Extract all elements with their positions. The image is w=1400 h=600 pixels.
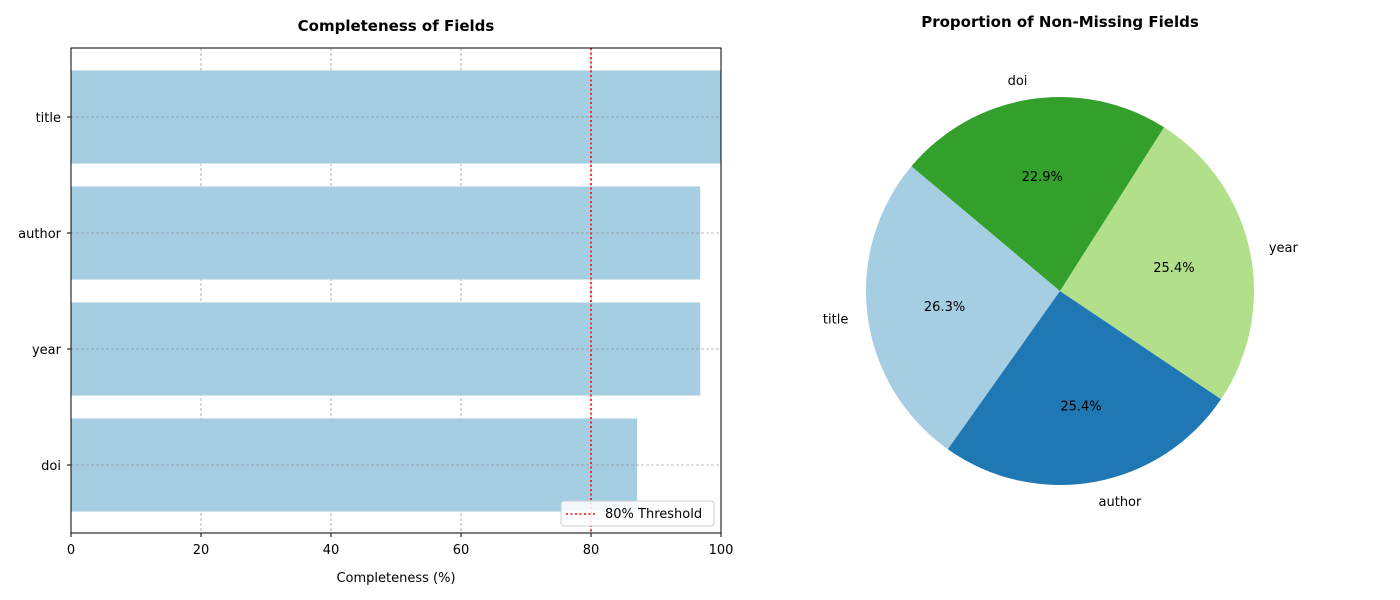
pie-slice-label: year — [1269, 241, 1299, 256]
bar — [71, 186, 701, 280]
bar-axes-frame — [70, 47, 722, 534]
pie-slice-percent: 22.9% — [1022, 170, 1063, 185]
bar-y-tick-label: author — [18, 227, 61, 242]
bar — [71, 302, 701, 396]
pie-labels: 26.3% title 25.4% author 25.4% year 22.9% doi — [823, 74, 1299, 510]
bar-category-gridlines — [71, 116, 721, 466]
pie-chart-title: Proportion of Non-Missing Fields — [921, 13, 1199, 31]
pie-slice-percent: 25.4% — [1153, 261, 1194, 276]
bar-x-axis-label: Completeness (%) — [336, 571, 455, 586]
pie-slice-label: doi — [1008, 74, 1028, 89]
bar-y-tick-label: doi — [41, 459, 61, 474]
pie-slices — [865, 97, 1255, 486]
bar-x-tick-label: 20 — [193, 543, 210, 558]
pie-slice-label: title — [823, 312, 848, 327]
pie-slice — [1060, 127, 1255, 400]
legend-box — [560, 500, 715, 527]
pie-slice — [865, 166, 1060, 450]
bar-x-tick-label: 60 — [453, 543, 470, 558]
bar-chart: Completeness of Fields title author year do… — [18, 17, 733, 586]
bar-x-tick-label: 100 — [709, 543, 734, 558]
bar-x-tick-label: 40 — [323, 543, 340, 558]
bar-x-tick-label: 80 — [583, 543, 600, 558]
pie-slice — [911, 97, 1165, 291]
bar-y-tick-label: year — [32, 343, 62, 358]
bar-y-tick-label: title — [36, 111, 61, 126]
bar-y-ticks: title author year doi — [18, 111, 71, 474]
bar-series — [71, 70, 721, 512]
legend: 80% Threshold — [560, 500, 715, 527]
pie-slice-label: author — [1099, 495, 1142, 510]
legend-threshold-label: 80% Threshold — [605, 507, 702, 522]
pie-slice-percent: 25.4% — [1060, 399, 1101, 414]
pie-chart: Proportion of Non-Missing Fields 26.3% ti… — [823, 13, 1299, 510]
pie-slice — [947, 291, 1222, 486]
pie-slice-percent: 26.3% — [924, 300, 965, 315]
bar-x-tick-label: 0 — [67, 543, 75, 558]
bar-x-ticks: 0 20 40 60 80 100 — [67, 533, 734, 558]
bar-chart-title: Completeness of Fields — [298, 17, 495, 35]
